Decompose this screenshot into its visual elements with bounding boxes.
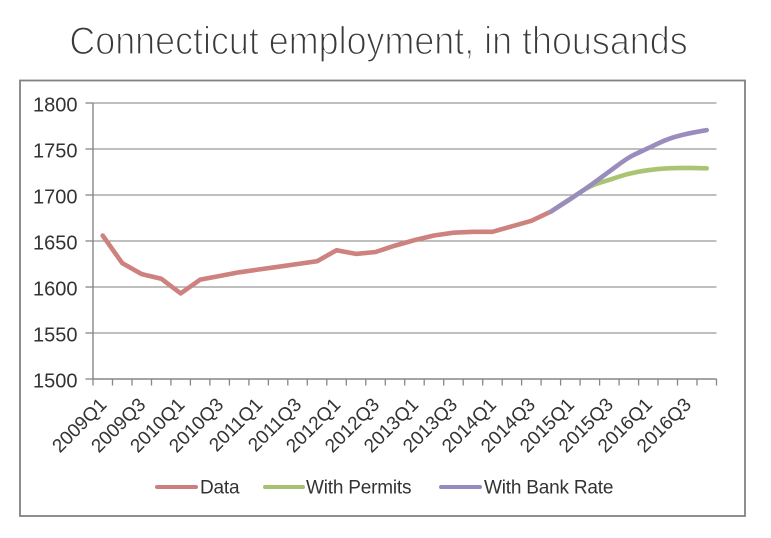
svg-text:1800: 1800 xyxy=(33,94,78,116)
svg-text:1650: 1650 xyxy=(33,232,78,254)
svg-text:1550: 1550 xyxy=(33,324,78,346)
svg-text:1500: 1500 xyxy=(33,370,78,392)
svg-text:With Permits: With Permits xyxy=(306,478,411,499)
svg-text:With Bank Rate: With Bank Rate xyxy=(484,478,613,499)
svg-text:Data: Data xyxy=(200,478,240,499)
svg-text:1700: 1700 xyxy=(33,186,78,208)
svg-text:1600: 1600 xyxy=(33,278,78,300)
svg-text:1750: 1750 xyxy=(33,140,78,162)
